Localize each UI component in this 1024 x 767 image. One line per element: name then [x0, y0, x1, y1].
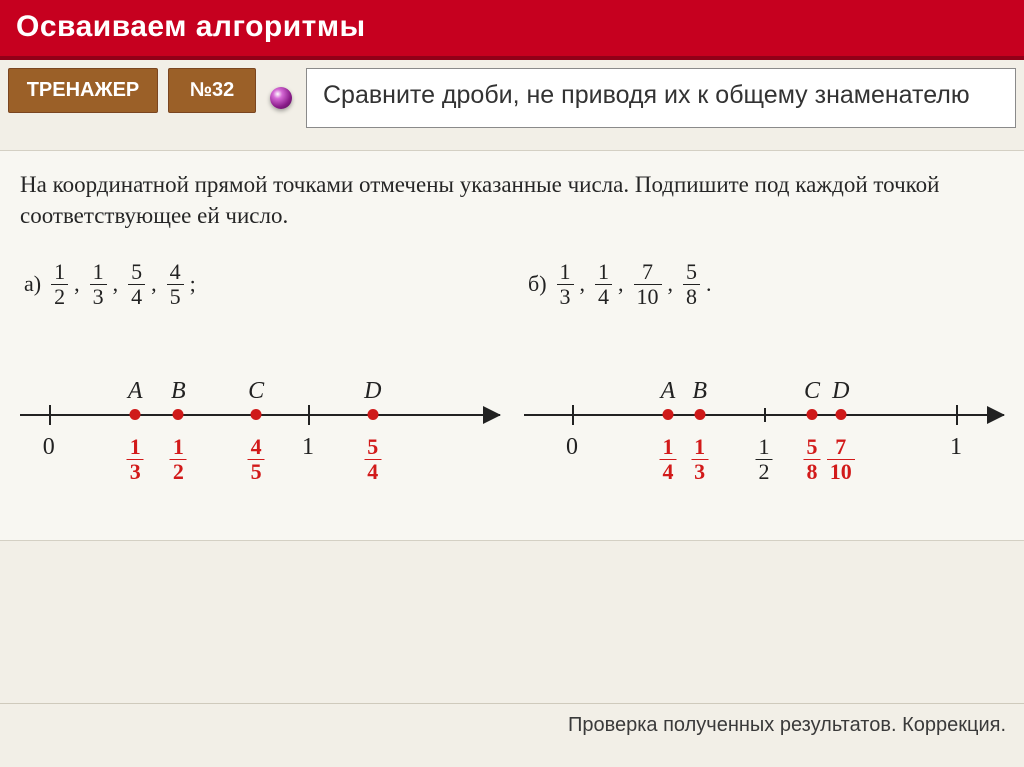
trainer-badge: ТРЕНАЖЕР — [8, 68, 158, 113]
frac-a-2: 54 — [128, 261, 145, 308]
header-band: Осваиваем алгоритмы — [0, 0, 1024, 60]
answer-A: 14 — [660, 436, 677, 483]
point-B — [694, 409, 705, 420]
sphere-icon — [270, 87, 292, 109]
footer-text: Проверка полученных результатов. Коррекц… — [0, 703, 1024, 737]
answer-D: 54 — [364, 436, 381, 483]
label-a-one: 1 — [302, 434, 314, 461]
frac-a-3: 45 — [167, 261, 184, 308]
problem-a: a) 12, 13, 54, 45; 0 1 A 13 B 12 C 45 D 54 — [20, 261, 500, 512]
problem-a-letter: a) — [24, 271, 41, 297]
problem-b: б) 13, 14, 710, 58. 0 1 12 A 14 B 13 C 58 D 710 — [524, 261, 1004, 512]
answer-D: 710 — [827, 436, 855, 483]
instruction-text: Сравните дроби, не приводя их к общему з… — [306, 68, 1016, 128]
point-letter-A: A — [661, 378, 676, 405]
label-a-zero: 0 — [43, 434, 55, 461]
point-letter-D: D — [832, 378, 849, 405]
tick-b-one — [956, 405, 958, 425]
number-badge: №32 — [168, 68, 256, 113]
tick-b-zero — [572, 405, 574, 425]
problem-a-fractions: a) 12, 13, 54, 45; — [20, 261, 500, 308]
frac-b-3: 58 — [683, 261, 700, 308]
number-line-b: 0 1 12 A 14 B 13 C 58 D 710 — [524, 352, 1004, 512]
scan-area: На координатной прямой точками отмечены … — [0, 150, 1024, 541]
point-letter-B: B — [171, 378, 186, 405]
point-letter-B: B — [692, 378, 707, 405]
frac-a-0: 12 — [51, 261, 68, 308]
tick-a-one — [308, 405, 310, 425]
frac-b-0: 13 — [557, 261, 574, 308]
frac-b-2: 710 — [634, 261, 662, 308]
page-title: Осваиваем алгоритмы — [16, 10, 1008, 44]
point-letter-C: C — [804, 378, 820, 405]
point-letter-D: D — [364, 378, 381, 405]
point-C — [807, 409, 818, 420]
number-line-a: 0 1 A 13 B 12 C 45 D 54 — [20, 352, 500, 512]
point-A — [130, 409, 141, 420]
top-row: ТРЕНАЖЕР №32 Сравните дроби, не приводя … — [0, 60, 1024, 128]
point-D — [367, 409, 378, 420]
point-A — [663, 409, 674, 420]
point-C — [251, 409, 262, 420]
label-b-one: 1 — [950, 434, 962, 461]
label-b-zero: 0 — [566, 434, 578, 461]
problem-b-fractions: б) 13, 14, 710, 58. — [524, 261, 1004, 308]
answer-A: 13 — [127, 436, 144, 483]
scan-instruction: На координатной прямой точками отмечены … — [20, 169, 1004, 231]
point-letter-A: A — [128, 378, 143, 405]
point-letter-C: C — [248, 378, 264, 405]
frac-a-1: 13 — [90, 261, 107, 308]
answer-C: 45 — [248, 436, 265, 483]
frac-b-1: 14 — [595, 261, 612, 308]
label-b-half: 12 — [756, 436, 773, 483]
problem-b-letter: б) — [528, 271, 547, 297]
tick-a-zero — [49, 405, 51, 425]
term-a: ; — [190, 271, 196, 297]
answer-B: 13 — [691, 436, 708, 483]
point-B — [173, 409, 184, 420]
problems-row: a) 12, 13, 54, 45; 0 1 A 13 B 12 C 45 D 54 б) 1… — [20, 261, 1004, 512]
tick-b-half — [764, 408, 766, 422]
term-b: . — [706, 271, 712, 297]
answer-C: 58 — [804, 436, 821, 483]
answer-B: 12 — [170, 436, 187, 483]
point-D — [835, 409, 846, 420]
